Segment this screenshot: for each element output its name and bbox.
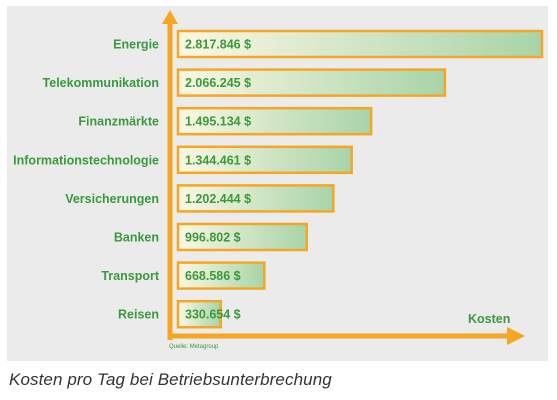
- value-label: 330.654 $: [185, 308, 241, 322]
- bar-4: [176, 184, 335, 213]
- bar-7: [176, 299, 222, 329]
- bar-chart: Energie 2.817.846 $ Telekommunikation 2.066…: [13, 10, 544, 350]
- category-label: Transport: [101, 269, 159, 283]
- source-note: Quelle: Metagroup: [169, 344, 219, 350]
- chart-background: [7, 6, 548, 361]
- bar-6: [176, 261, 266, 290]
- value-label: 668.586 $: [185, 269, 241, 283]
- value-label: 1.344.461 $: [185, 153, 251, 167]
- value-label: 1.495.134 $: [185, 115, 251, 129]
- axis-layer: [162, 10, 525, 345]
- figure-caption: Kosten pro Tag bei Betriebsunterbrechung: [9, 370, 332, 389]
- category-label: Finanzmärkte: [78, 115, 159, 129]
- category-label: Reisen: [118, 308, 159, 322]
- labels-layer: Energie 2.817.846 $ Telekommunikation 2.066…: [13, 38, 251, 322]
- value-label: 996.802 $: [185, 231, 241, 245]
- category-label: Versicherungen: [65, 192, 159, 206]
- y-axis-arrow: [162, 10, 178, 24]
- bar-0: [176, 29, 544, 59]
- bars-layer: [176, 29, 544, 329]
- value-label: 2.817.846 $: [185, 38, 251, 52]
- value-label: 1.202.444 $: [185, 192, 251, 206]
- category-label: Energie: [113, 38, 159, 52]
- bar-1: [176, 68, 447, 97]
- bar-5: [176, 222, 309, 252]
- bar-2: [176, 106, 373, 136]
- category-label: Telekommunikation: [43, 76, 159, 90]
- x-axis-label: Kosten: [468, 312, 510, 326]
- x-axis-arrow: [507, 327, 525, 345]
- category-label: Banken: [114, 231, 159, 245]
- category-label: Informationstechnologie: [13, 153, 159, 167]
- bar-3: [176, 145, 353, 175]
- value-label: 2.066.245 $: [185, 76, 251, 90]
